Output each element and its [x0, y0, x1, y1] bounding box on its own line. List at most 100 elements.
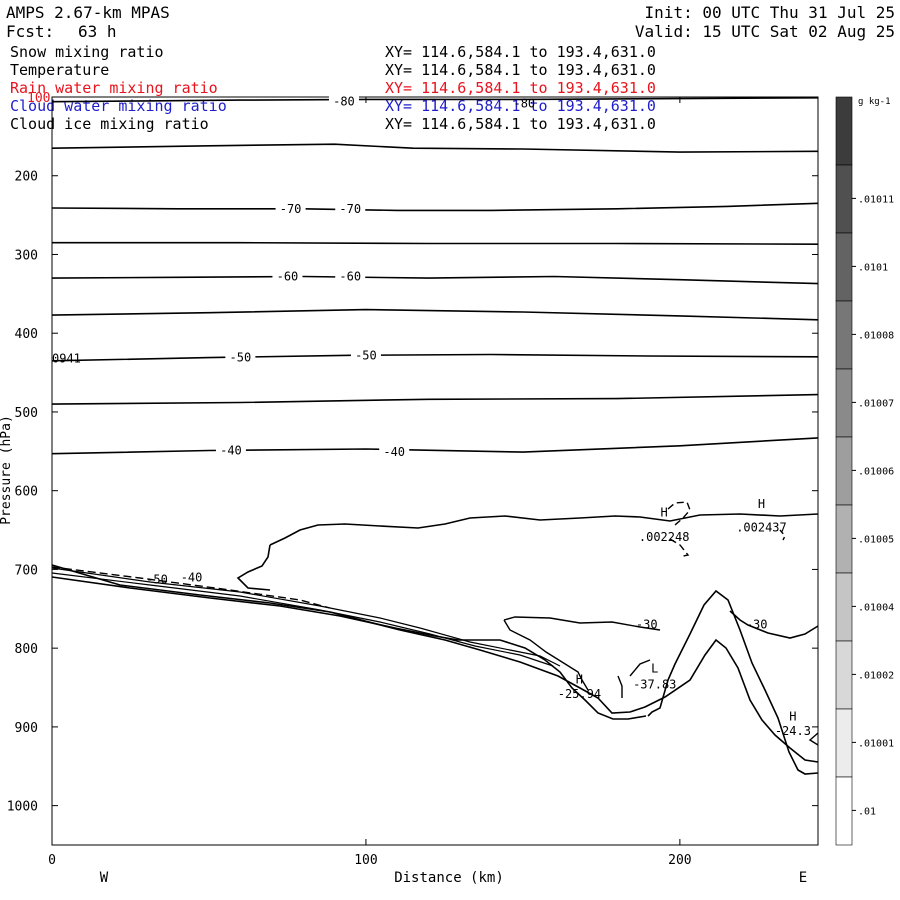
colorbar-bin [835, 368, 853, 438]
contour-label: -50 [146, 573, 168, 587]
colorbar-label: .0101 [858, 262, 888, 273]
x-tick-label: 100 [354, 853, 377, 868]
colorbar-label: .01007 [858, 398, 894, 409]
extremum-value: -25.94 [558, 687, 601, 701]
y-tick-label: 200 [15, 170, 38, 185]
label-mask [225, 350, 256, 365]
y-tick-label: 700 [15, 563, 38, 578]
y-tick-label: 600 [15, 485, 38, 500]
isotherm-line [51, 275, 819, 285]
isotherm-line [51, 308, 819, 321]
contour-label: -70 [339, 202, 361, 216]
colorbar-bin [835, 300, 853, 370]
y-tick-label: 100 [27, 91, 50, 106]
isotherm-line [52, 241, 819, 245]
extremum-value: -37.83 [633, 677, 676, 691]
x-tick-label: 200 [668, 853, 691, 868]
surface-contour-1 [51, 564, 819, 763]
x-axis-label: Distance (km) [394, 870, 504, 886]
y-tick-label: 400 [15, 327, 38, 342]
extremum-value: .002248 [639, 530, 690, 544]
extremum-value: -24.3 [775, 724, 811, 738]
field-xy: XY= 114.6,584.1 to 193.4,631.0 [385, 115, 656, 133]
colorbar-label: .01005 [858, 534, 894, 545]
colorbar-label: .01008 [858, 330, 894, 341]
y-tick-label: 900 [15, 721, 38, 736]
colorbar-bin [835, 96, 853, 166]
ridge-contour [647, 589, 819, 775]
isotherm-line [51, 353, 819, 362]
y-axis-label: Pressure (hPa) [0, 415, 14, 525]
colorbar-bin [835, 232, 853, 302]
field-xy: XY= 114.6,584.1 to 193.4,631.0 [385, 97, 656, 115]
fcst-value: 63 h [78, 22, 117, 41]
y-tick-label: 500 [15, 406, 38, 421]
dashed-contour-3 [779, 529, 786, 541]
colorbar-bin [835, 436, 853, 506]
label-mask [215, 443, 246, 458]
contour-label: -50 [355, 348, 377, 362]
contour-label: -30 [746, 618, 768, 632]
plot-frame [51, 96, 819, 846]
contour-label: -60 [339, 270, 361, 284]
field-legend: Snow mixing ratio XY= 114.6,584.1 to 193.… [10, 43, 656, 133]
field-name: Temperature [10, 61, 109, 79]
colorbar-label: .01004 [858, 602, 894, 613]
model-title: AMPS 2.67-km MPAS [6, 3, 170, 22]
surface-contour-4 [51, 572, 554, 667]
cloud-edge-contour [236, 513, 819, 591]
isotherm-line [51, 97, 819, 103]
contour-label: -40 [220, 444, 242, 458]
colorbar-label: .01002 [858, 670, 894, 681]
extremum-mark: H [576, 673, 583, 687]
terrain-contours [51, 501, 819, 775]
field-xy: XY= 114.6,584.1 to 193.4,631.0 [385, 43, 656, 61]
colorbar-units: g kg-1 [858, 97, 891, 107]
x-axis: 0 100 200 [48, 97, 692, 868]
isotherm-line [51, 437, 819, 455]
isotherm-line [51, 143, 819, 153]
contour-label: -70 [280, 202, 302, 216]
upper-right-contour [729, 610, 819, 639]
contour-label: -30 [636, 618, 658, 632]
extremum-mark: H [758, 497, 765, 511]
y-axis: 100 200 300 400 500 600 700 800 900 1000 [7, 91, 818, 815]
contour-label: -80 [333, 95, 355, 109]
label-mask [350, 348, 381, 363]
field-name: Snow mixing ratio [10, 43, 164, 61]
label-mask [275, 201, 306, 216]
init-time: Init: 00 UTC Thu 31 Jul 25 [645, 3, 895, 22]
contour-label: -50 [230, 351, 252, 365]
fcst-label: Fcst: [6, 22, 54, 41]
contour-label: -60 [277, 270, 299, 284]
colorbar-bin [835, 640, 853, 710]
right-edge-contour [808, 732, 819, 746]
field-name: Cloud ice mixing ratio [10, 115, 209, 133]
valid-time: Valid: 15 UTC Sat 02 Aug 25 [635, 22, 895, 41]
label-mask [328, 94, 359, 109]
colorbar-label: .01 [858, 806, 876, 817]
label-mask [335, 201, 366, 216]
contour-label: -40 [383, 445, 405, 459]
label-mask [272, 269, 303, 284]
contour-lines [51, 97, 819, 455]
colorbar-bin [835, 708, 853, 778]
colorbar: .01011 .0101 .01008 .01007 .01006 .01005 .0100… [835, 96, 894, 846]
surface-contour-2 [51, 576, 647, 720]
extremum-mark: H [789, 710, 796, 724]
dashed-contour-1 [667, 501, 691, 557]
label-mask [379, 445, 410, 460]
colorbar-label: .01011 [858, 194, 894, 205]
contour-label: -80 [513, 96, 535, 110]
field-name: Rain water mixing ratio [10, 79, 218, 97]
field-xy: XY= 114.6,584.1 to 193.4,631.0 [385, 79, 656, 97]
y-tick-label: 800 [15, 642, 38, 657]
contour-label: 0941 [52, 351, 81, 365]
isotherm-line [51, 393, 819, 405]
contour-label: -40 [181, 570, 203, 584]
y-tick-label: 1000 [7, 800, 38, 815]
x-tick-label: 0 [48, 853, 56, 868]
x-end-west: W [100, 870, 109, 886]
